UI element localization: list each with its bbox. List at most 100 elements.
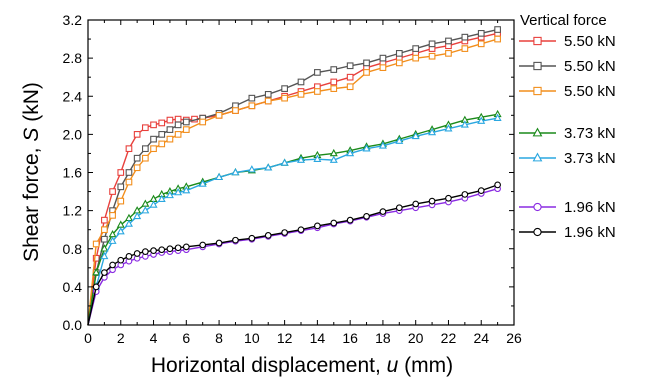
data-point-triangle bbox=[133, 211, 142, 220]
data-point-square bbox=[363, 69, 370, 76]
data-point-square bbox=[445, 50, 452, 57]
data-point-square bbox=[314, 88, 321, 95]
y-tick-label: 1.2 bbox=[63, 203, 83, 219]
legend-label: 1.96 kN bbox=[564, 199, 616, 216]
y-tick-label: 1.6 bbox=[63, 165, 83, 181]
data-point-triangle bbox=[149, 200, 158, 208]
data-point-circle bbox=[533, 227, 542, 237]
data-point-square bbox=[92, 240, 100, 248]
data-point-circle bbox=[346, 216, 354, 224]
legend-label: 5.50 kN bbox=[564, 33, 616, 50]
data-point-square bbox=[125, 169, 133, 176]
data-point-square bbox=[264, 97, 272, 105]
data-point-square bbox=[363, 59, 370, 67]
legend-label: 5.50 kN bbox=[564, 58, 616, 75]
data-point-triangle bbox=[329, 148, 338, 157]
series-5 bbox=[87, 113, 502, 326]
data-point-square bbox=[379, 64, 387, 72]
data-point-circle bbox=[445, 194, 452, 202]
series-line bbox=[87, 38, 498, 326]
legend-item: 1.96 kN bbox=[519, 224, 616, 241]
data-point-square bbox=[174, 115, 182, 123]
data-point-square bbox=[125, 145, 133, 153]
series-layer bbox=[87, 26, 502, 326]
data-point-square bbox=[141, 124, 149, 132]
x-tick-label: 20 bbox=[408, 330, 424, 346]
data-point-square bbox=[133, 131, 141, 138]
y-axis-title: Shear force, S (kN) bbox=[20, 82, 43, 262]
data-point-triangle bbox=[124, 219, 133, 227]
data-point-square bbox=[346, 73, 354, 81]
legend-item: 3.73 kN bbox=[519, 150, 616, 167]
data-point-triangle bbox=[116, 227, 125, 235]
data-point-square bbox=[158, 131, 166, 138]
series-line bbox=[87, 117, 498, 326]
legend-item: 5.50 kN bbox=[519, 33, 616, 50]
data-point-square bbox=[133, 154, 141, 162]
data-point-square bbox=[101, 216, 108, 224]
x-tick-label: 0 bbox=[84, 330, 92, 346]
data-point-circle bbox=[477, 187, 485, 194]
x-tick-label: 26 bbox=[506, 330, 522, 346]
data-point-square bbox=[166, 126, 174, 133]
data-point-square bbox=[101, 226, 108, 234]
data-point-circle bbox=[533, 202, 542, 212]
y-tick-label: 0.0 bbox=[63, 317, 83, 333]
data-point-triangle bbox=[157, 194, 166, 202]
axes-layer: 0 2 4 6 8 10 12 14 16 18 20 22 24 260.00.40.81.21.62.… bbox=[63, 12, 522, 346]
data-point-square bbox=[166, 116, 174, 124]
data-point-square bbox=[533, 86, 542, 96]
series-line bbox=[87, 28, 498, 326]
data-point-triangle bbox=[141, 206, 150, 214]
data-point-triangle bbox=[411, 131, 420, 140]
data-point-square bbox=[281, 94, 288, 102]
data-point-square bbox=[281, 85, 288, 92]
data-point-circle bbox=[141, 248, 149, 255]
legend-label: 3.73 kN bbox=[564, 150, 616, 167]
x-tick-label: 4 bbox=[150, 330, 158, 346]
data-point-square bbox=[232, 107, 239, 114]
series-line bbox=[87, 188, 498, 326]
legend-item: 5.50 kN bbox=[519, 83, 616, 100]
data-point-circle bbox=[182, 243, 190, 251]
data-point-triangle bbox=[100, 251, 109, 260]
data-point-square bbox=[158, 140, 166, 148]
data-point-circle bbox=[92, 283, 100, 291]
data-point-square bbox=[533, 61, 542, 71]
y-tick-label: 2.8 bbox=[63, 50, 83, 66]
x-tick-label: 10 bbox=[244, 330, 260, 346]
data-point-triangle bbox=[362, 144, 371, 152]
data-point-square bbox=[117, 183, 125, 191]
data-point-triangle bbox=[108, 236, 117, 244]
data-point-circle bbox=[412, 200, 420, 208]
data-point-square bbox=[428, 40, 436, 48]
data-point-square bbox=[297, 90, 305, 98]
data-point-square bbox=[109, 188, 116, 195]
data-point-circle bbox=[125, 253, 133, 260]
data-point-square bbox=[150, 135, 157, 143]
data-point-triangle bbox=[247, 165, 256, 173]
data-point-triangle bbox=[231, 167, 240, 176]
x-axis-title: Horizontal displacement, u (mm) bbox=[151, 354, 453, 377]
data-point-circle bbox=[428, 197, 436, 205]
legend: Vertical force 5.50 kN 5.50 kN 5.50 kN 3.73… bbox=[519, 12, 616, 241]
data-point-square bbox=[117, 169, 125, 176]
legend-label: 5.50 kN bbox=[564, 83, 616, 100]
data-point-square bbox=[150, 145, 157, 153]
data-point-square bbox=[141, 145, 149, 153]
data-point-square bbox=[461, 33, 469, 41]
data-point-square bbox=[445, 37, 452, 45]
data-point-square bbox=[346, 83, 354, 91]
data-point-triangle bbox=[532, 152, 543, 162]
legend-item: 5.50 kN bbox=[519, 58, 616, 75]
data-point-square bbox=[182, 118, 190, 126]
data-point-square bbox=[395, 50, 403, 57]
data-point-square bbox=[248, 94, 256, 102]
data-point-triangle bbox=[174, 188, 183, 196]
data-point-circle bbox=[281, 229, 288, 236]
data-point-square bbox=[412, 54, 420, 62]
data-point-square bbox=[330, 66, 338, 73]
data-point-square bbox=[379, 54, 387, 62]
data-point-triangle bbox=[280, 158, 289, 166]
